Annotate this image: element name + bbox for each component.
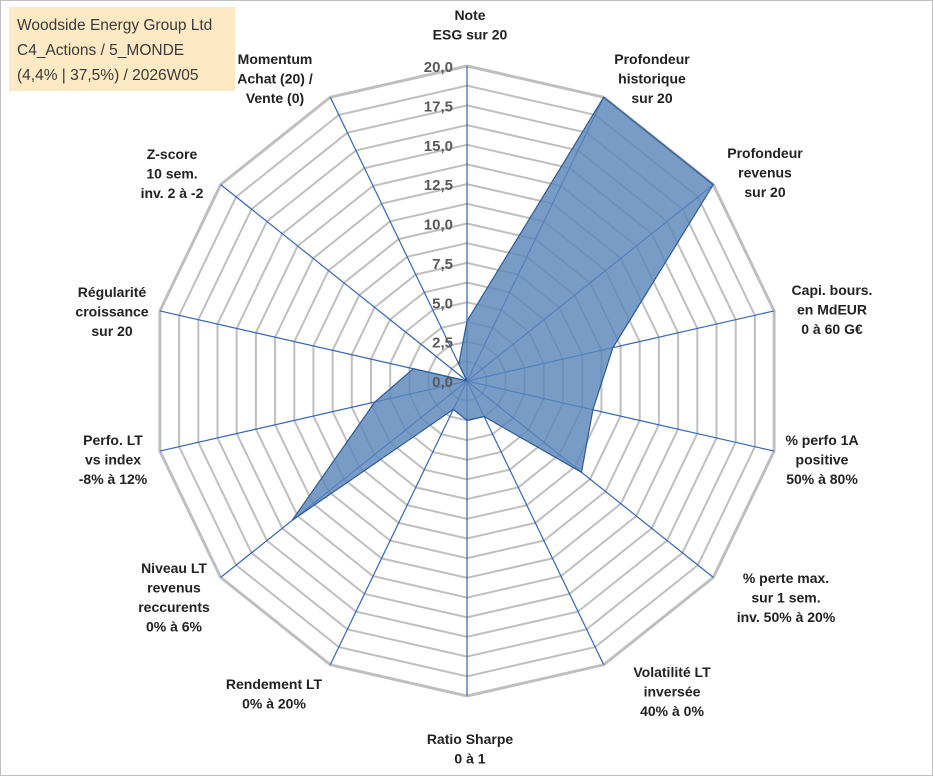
axis-label-line: % perfo 1A <box>785 432 858 448</box>
axis-label: Régularité croissance sur 20 <box>75 284 148 339</box>
axis-label-line: inversée <box>644 684 701 700</box>
axis-label: Perfo. LT vs index -8% à 12% <box>79 432 148 487</box>
axis-label: Capi. bours. en MdEUR 0 à 60 G€ <box>792 282 873 337</box>
axis-label-layer: Note ESG sur 20 Profondeur historique sur 20… <box>75 7 872 767</box>
spoke-line <box>329 96 468 382</box>
axis-label-line: 40% à 0% <box>640 703 704 719</box>
axis-label-line: en MdEUR <box>797 302 867 318</box>
axis-label: Momentum Achat (20) / Vente (0) <box>237 51 313 106</box>
axis-label-line: sur 20 <box>631 90 672 106</box>
axis-label-line: Profondeur <box>614 51 690 67</box>
axis-label-line: Momentum <box>238 51 313 67</box>
axis-label-line: Régularité <box>78 284 147 300</box>
axis-label-line: revenus <box>738 165 792 181</box>
axis-label-line: croissance <box>75 304 148 320</box>
axis-label: Niveau LT revenus reccurents 0% à 6% <box>138 560 210 635</box>
axis-label-line: reccurents <box>138 599 210 615</box>
axis-label-line: Niveau LT <box>141 560 207 576</box>
axis-label: Rendement LT 0% à 20% <box>226 676 323 712</box>
tick-label: 12,5 <box>424 177 453 194</box>
tick-label: 20,0 <box>424 59 453 76</box>
axis-label-line: % perte max. <box>743 570 829 586</box>
axis-label-line: 50% à 80% <box>786 471 858 487</box>
tick-label-layer: 0,0 2,5 5,0 7,5 10,0 12,5 15,0 17,5 20,0 <box>424 59 453 391</box>
axis-label: % perte max. sur 1 sem. inv. 50% à 20% <box>737 570 836 625</box>
axis-label-line: positive <box>796 452 849 468</box>
axis-label-line: Note <box>454 7 485 23</box>
tick-label: 17,5 <box>424 98 453 115</box>
spoke-line <box>466 380 605 666</box>
tick-label: 5,0 <box>432 295 453 312</box>
axis-label: Profondeur historique sur 20 <box>614 51 690 106</box>
axis-label-line: Volatilité LT <box>633 664 711 680</box>
data-series-area <box>291 96 714 522</box>
company-name: Woodside Energy Group Ltd <box>17 17 213 34</box>
axis-label-line: inv. 50% à 20% <box>737 609 836 625</box>
axis-label: % perfo 1A positive 50% à 80% <box>785 432 858 487</box>
detail-label: (4,4% | 37,5%) / 2026W05 <box>17 67 199 84</box>
axis-label-line: Ratio Sharpe <box>427 731 514 747</box>
axis-label-line: -8% à 12% <box>79 471 148 487</box>
tick-label: 7,5 <box>432 256 453 273</box>
axis-label-line: 0% à 6% <box>146 619 203 635</box>
axis-label-line: Achat (20) / <box>237 71 313 87</box>
axis-label: Profondeur revenus sur 20 <box>727 145 803 200</box>
tick-label: 10,0 <box>424 217 453 234</box>
tick-label: 2,5 <box>432 335 453 352</box>
axis-label-line: historique <box>618 71 686 87</box>
axis-label-line: 10 sem. <box>146 166 197 182</box>
axis-label-line: Capi. bours. <box>792 282 873 298</box>
axis-label: Volatilité LT inversée 40% à 0% <box>633 664 711 719</box>
axis-label-line: sur 20 <box>91 323 132 339</box>
axis-label-line: Profondeur <box>727 145 803 161</box>
axis-label-line: 0 à 60 G€ <box>801 321 863 337</box>
data-layer <box>291 96 714 522</box>
axis-label-line: sur 20 <box>744 184 785 200</box>
axis-label: Z-score 10 sem. inv. 2 à -2 <box>141 146 204 201</box>
category-label: C4_Actions / 5_MONDE <box>17 42 185 59</box>
spoke-line <box>329 380 468 666</box>
info-box: Woodside Energy Group Ltd C4_Actions / 5… <box>9 7 235 91</box>
axis-label-line: 0 à 1 <box>454 751 485 767</box>
axis-label-line: inv. 2 à -2 <box>141 185 204 201</box>
axis-label-line: Z-score <box>147 146 198 162</box>
tick-label: 15,0 <box>424 138 453 155</box>
axis-label-line: revenus <box>147 580 201 596</box>
axis-label: Ratio Sharpe 0 à 1 <box>427 731 514 767</box>
axis-label-line: ESG sur 20 <box>433 27 508 43</box>
spoke-line <box>220 184 468 382</box>
axis-label: Note ESG sur 20 <box>433 7 508 43</box>
axis-label-line: vs index <box>85 452 141 468</box>
axis-label-line: sur 1 sem. <box>751 590 820 606</box>
axis-label-line: 0% à 20% <box>242 696 306 712</box>
axis-label-line: Vente (0) <box>246 90 304 106</box>
axis-label-line: Perfo. LT <box>83 432 143 448</box>
tick-label: 0,0 <box>432 374 453 391</box>
axis-label-line: Rendement LT <box>226 676 323 692</box>
